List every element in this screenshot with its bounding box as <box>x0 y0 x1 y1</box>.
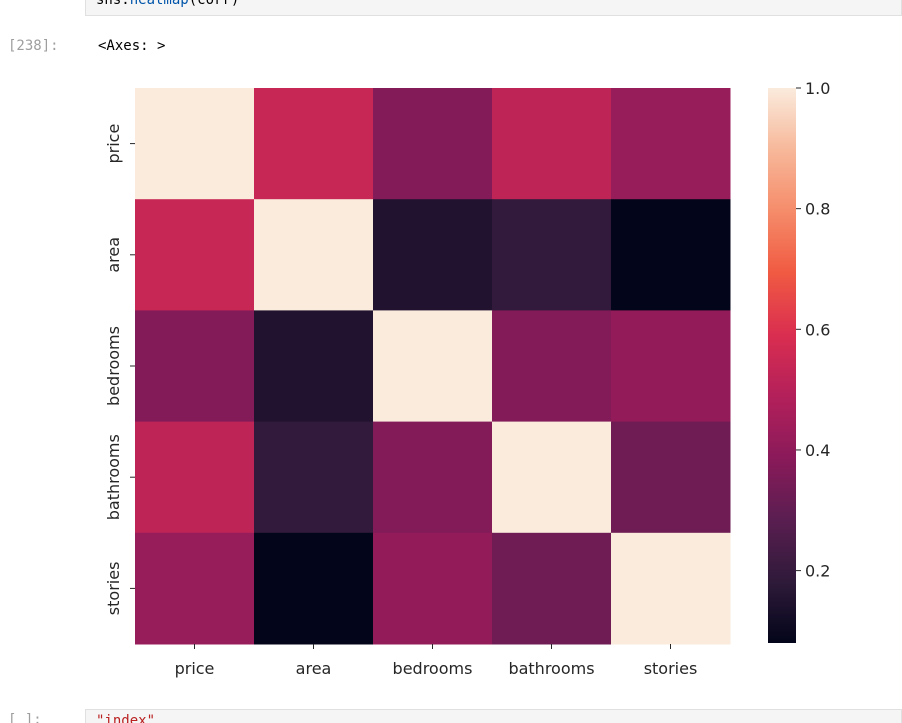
colorbar <box>768 88 796 643</box>
heatmap-cell-area-area <box>254 199 374 311</box>
col-tick-label: stories <box>644 659 698 678</box>
code-function: heatmap <box>129 0 189 8</box>
colorbar-tick-label: 0.2 <box>805 562 830 581</box>
col-tick-group: price area bedrooms bathrooms stories <box>175 644 698 678</box>
col-tick-label: bathrooms <box>508 659 594 678</box>
row-tick-group: price area bedrooms bathrooms stories <box>104 124 135 616</box>
col-tick-label: price <box>175 659 215 678</box>
code-prefix: sns. <box>96 0 130 8</box>
row-tick-label: bathrooms <box>104 434 123 520</box>
output-text: <Axes: > <box>98 38 166 54</box>
heatmap-cell-stories-price <box>135 532 255 645</box>
heatmap-cell-bathrooms-stories <box>611 421 731 534</box>
code-cell-bottom[interactable]: "index" <box>85 709 902 723</box>
heatmap-cell-price-bedrooms <box>373 88 493 200</box>
colorbar-tick-label: 0.6 <box>805 320 830 339</box>
heatmap-cell-bathrooms-area <box>254 421 374 534</box>
heatmap-cell-price-area <box>254 88 374 200</box>
heatmap-cell-stories-area <box>254 532 374 645</box>
heatmap-cell-bedrooms-area <box>254 310 374 423</box>
row-tick-label: bedrooms <box>104 326 123 406</box>
heatmap-cell-price-price <box>135 88 255 200</box>
row-tick-label: area <box>104 237 123 273</box>
heatmap-cell-area-stories <box>611 199 731 311</box>
heatmap-cell-stories-bathrooms <box>492 532 612 645</box>
heatmap-cell-bathrooms-bedrooms <box>373 421 493 534</box>
row-tick-label: stories <box>104 562 123 616</box>
colorbar-tick-label: 1.0 <box>805 79 830 98</box>
heatmap-chart: price area bedrooms bathrooms stories price a… <box>104 79 830 678</box>
heatmap-cell-price-stories <box>611 88 731 200</box>
colorbar-tick-label: 0.4 <box>805 441 830 460</box>
heatmap-cell-bedrooms-bedrooms <box>373 310 493 423</box>
code-cell-top[interactable]: sns.heatmap(corr) <box>85 0 902 16</box>
colorbar-tick-group: 0.2 0.4 0.6 0.8 1.0 <box>796 79 830 581</box>
heatmap-cell-bathrooms-bathrooms <box>492 421 612 534</box>
heatmap-cell-area-price <box>135 199 255 311</box>
col-tick-label: bedrooms <box>393 659 473 678</box>
heatmap-cell-bedrooms-bathrooms <box>492 310 612 423</box>
colorbar-tick-label: 0.8 <box>805 200 830 219</box>
input-prompt: [ ]: <box>8 712 42 723</box>
heatmap-cell-price-bathrooms <box>492 88 612 200</box>
heatmap-cell-stories-bedrooms <box>373 532 493 645</box>
heatmap-cell-area-bathrooms <box>492 199 612 311</box>
code-suffix: (corr) <box>188 0 240 8</box>
heatmap-cells <box>135 88 731 645</box>
heatmap-cell-bathrooms-price <box>135 421 255 534</box>
code-string: "index" <box>96 713 156 723</box>
heatmap-cell-stories-stories <box>611 532 731 645</box>
col-tick-label: area <box>296 659 332 678</box>
output-prompt: [238]: <box>8 38 59 54</box>
heatmap-cell-bedrooms-price <box>135 310 255 423</box>
row-tick-label: price <box>104 124 123 164</box>
heatmap-cell-bedrooms-stories <box>611 310 731 423</box>
heatmap-cell-area-bedrooms <box>373 199 493 311</box>
